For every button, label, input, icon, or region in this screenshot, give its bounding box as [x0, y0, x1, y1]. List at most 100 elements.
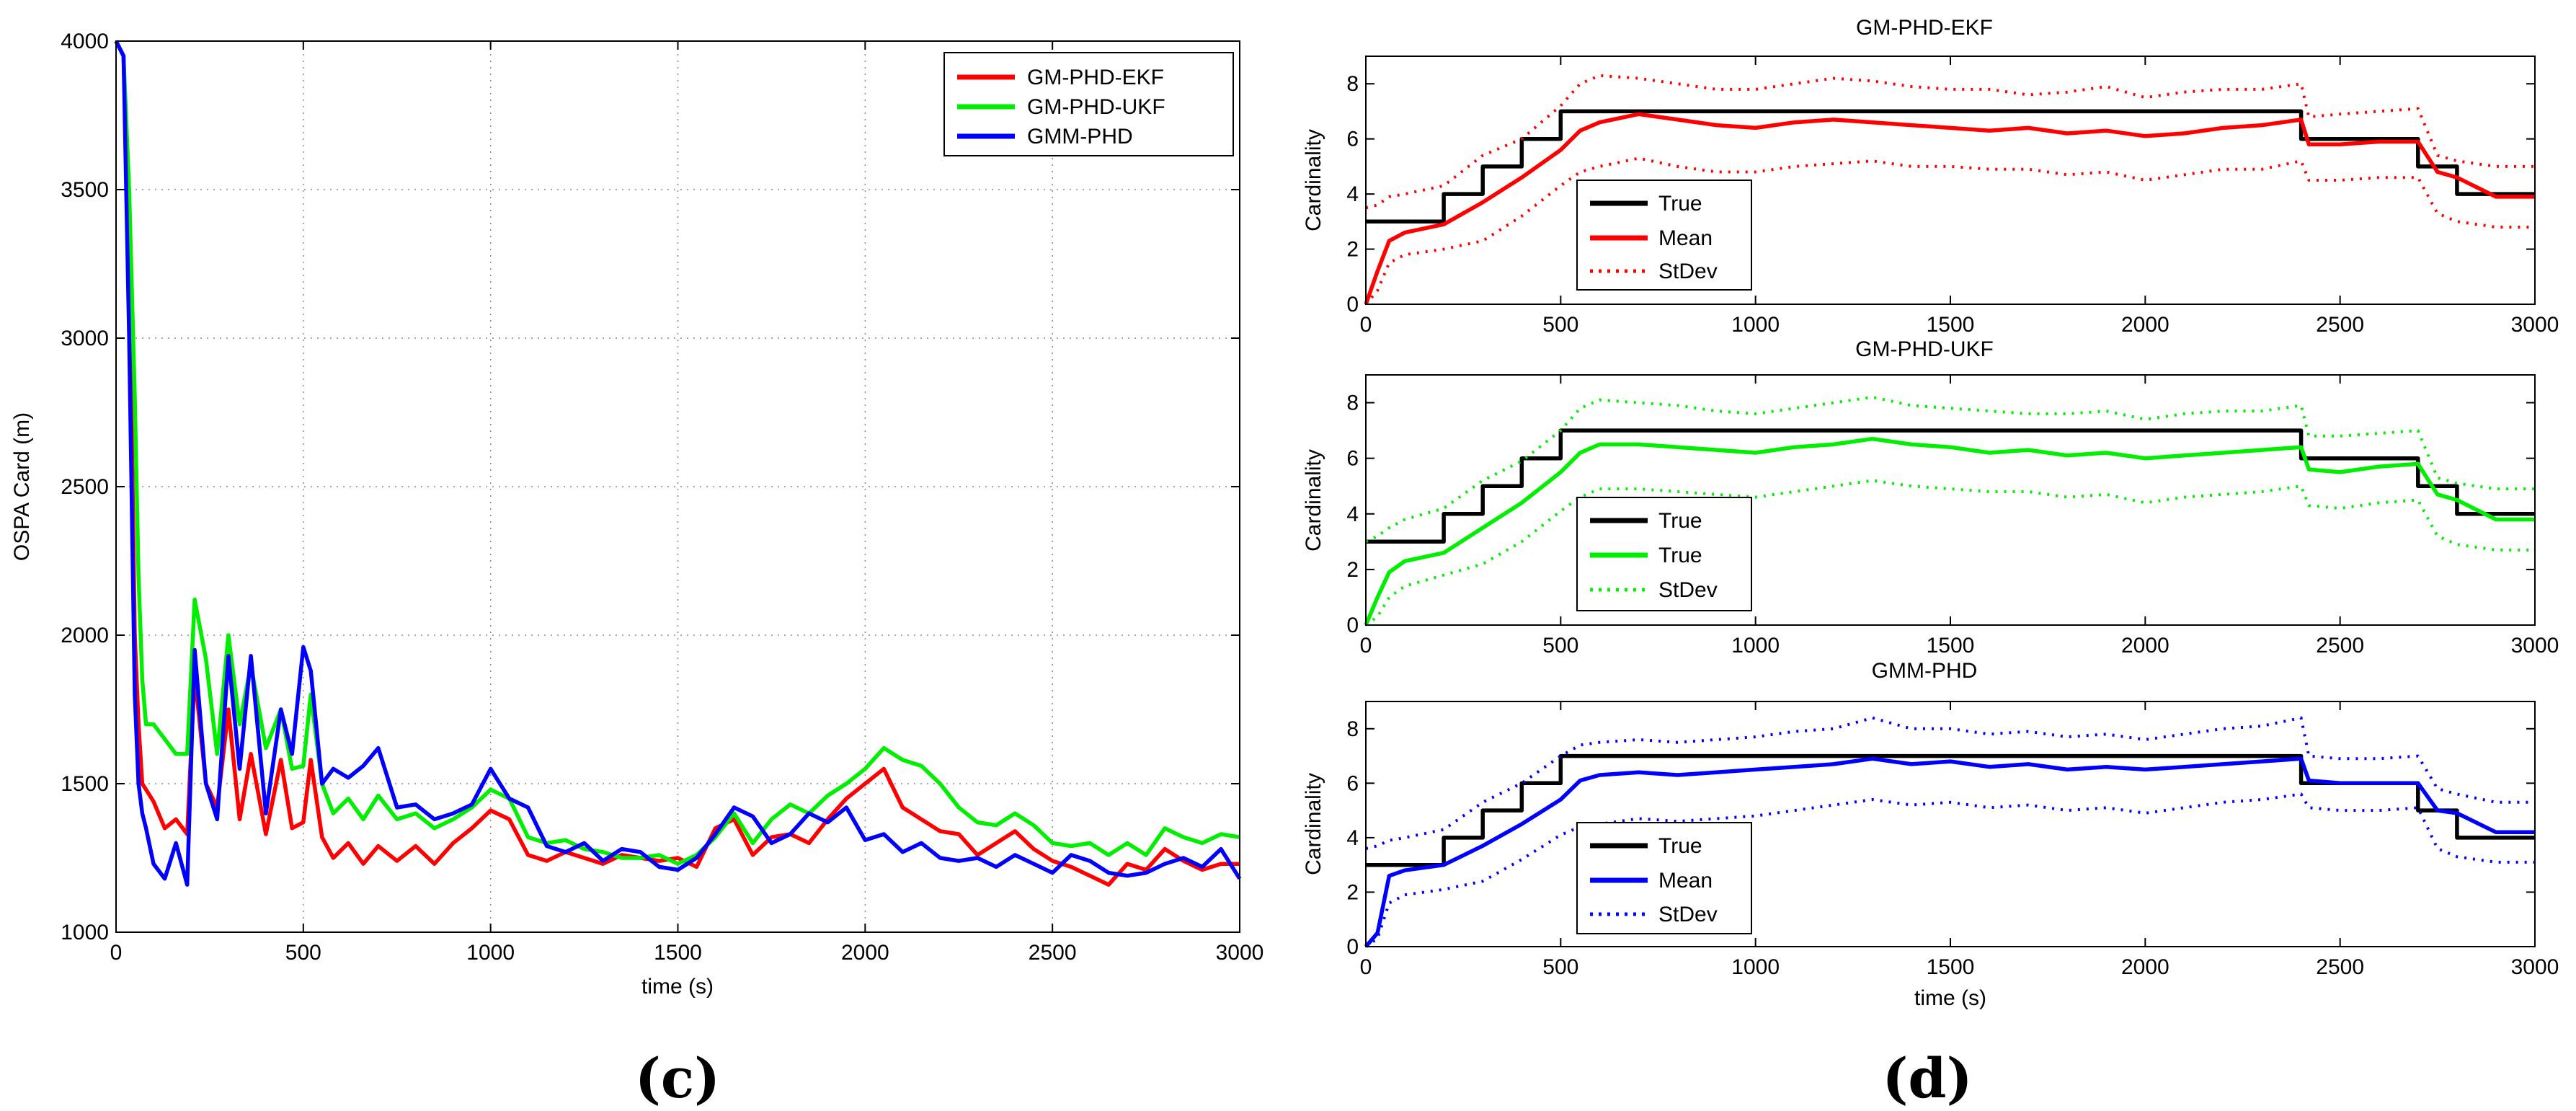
- y-tick-label: 2: [1346, 238, 1359, 262]
- legend-label-true-2: True: [1658, 544, 1702, 567]
- x-tick-label: 2000: [2121, 313, 2169, 337]
- y-axis-label: Cardinality: [1302, 449, 1325, 552]
- y-tick-label: 8: [1346, 717, 1359, 741]
- y-tick-label: 6: [1346, 771, 1359, 795]
- legend-label-true: True: [1658, 834, 1702, 858]
- y-tick-label: 1500: [61, 772, 109, 796]
- plot-area: [1366, 56, 2535, 304]
- y-tick-label: 6: [1346, 447, 1359, 471]
- x-tick-label: 1500: [1927, 634, 1975, 658]
- x-tick-label: 0: [1360, 313, 1372, 337]
- x-tick-label: 2500: [2316, 313, 2364, 337]
- series-line-stdev-dotted-3: [1364, 156, 2535, 306]
- y-tick-label: 2500: [61, 475, 109, 499]
- legend-label-true: True: [1658, 192, 1702, 216]
- legend-label-mean: Mean: [1658, 226, 1713, 250]
- legend-label-true: True: [1658, 509, 1702, 533]
- series-line-stdev-dotted-3: [1364, 792, 2535, 948]
- chart-title: GM-PHD-UKF: [1855, 337, 1994, 361]
- x-tick-label: 0: [1360, 955, 1372, 979]
- x-tick-label: 1000: [1731, 955, 1780, 979]
- chart-ospa-card: 0 500 1000 1500 2000 2500 3000 1000 1500 2000 2500…: [10, 30, 1263, 1110]
- legend-label-stdev: StDev: [1658, 260, 1718, 283]
- series-line-gmm-phd: [114, 40, 1242, 887]
- axis-ticks: 0 500 1000 1500 2000 2500 3000 0 2 4 6 8: [1346, 375, 2559, 658]
- y-tick-label: 2: [1346, 558, 1359, 582]
- y-tick-label: 2: [1346, 880, 1359, 904]
- y-tick-label: 3500: [61, 178, 109, 202]
- x-axis-label: time (s): [1914, 986, 1986, 1010]
- chart-title: GM-PHD-EKF: [1856, 16, 1993, 40]
- x-tick-label: 1000: [466, 941, 515, 965]
- x-tick-label: 1000: [1731, 634, 1780, 658]
- y-tick-label: 8: [1346, 72, 1359, 96]
- y-tick-label: 4: [1346, 826, 1359, 850]
- panel-label-d: (d): [1882, 1046, 1972, 1110]
- axis-ticks: 0 500 1000 1500 2000 2500 3000 0 2 4 6 8: [1346, 56, 2559, 337]
- x-tick-label: 2500: [2316, 634, 2364, 658]
- y-tick-label: 0: [1346, 935, 1359, 959]
- x-tick-label: 2500: [2316, 955, 2364, 979]
- legend-box: [1576, 180, 1752, 291]
- x-tick-label: 500: [285, 941, 321, 965]
- x-axis-label: time (s): [641, 975, 714, 999]
- x-tick-label: 3000: [2511, 955, 2559, 979]
- panel-label-c: (c): [635, 1046, 720, 1110]
- plot-area: [116, 41, 1240, 932]
- x-tick-label: 1500: [1927, 955, 1975, 979]
- x-tick-label: 3000: [1216, 941, 1264, 965]
- series-line-true: [1366, 109, 2535, 224]
- legend-label-mean: Mean: [1658, 869, 1713, 893]
- legend-label-gmm-phd: GMM-PHD: [1027, 125, 1133, 149]
- series-line-true: [1364, 436, 2535, 627]
- y-axis-label: Cardinality: [1302, 773, 1325, 875]
- legend: GM-PHD-EKF GM-PHD-UKF GMM-PHD: [943, 52, 1234, 156]
- y-tick-label: 6: [1346, 128, 1359, 151]
- y-tick-label: 4: [1346, 503, 1359, 526]
- legend-label-gm-phd-ukf: GM-PHD-UKF: [1027, 95, 1165, 119]
- series-group: [1364, 74, 2535, 306]
- legend: True Mean StDev: [1576, 180, 1752, 291]
- series-group: [114, 40, 1242, 887]
- x-tick-label: 2000: [841, 941, 889, 965]
- x-tick-label: 1500: [654, 941, 702, 965]
- y-tick-label: 3000: [61, 327, 109, 350]
- y-tick-label: 0: [1346, 614, 1359, 637]
- x-tick-label: 2500: [1029, 941, 1077, 965]
- y-tick-label: 1000: [61, 921, 109, 944]
- chart-title: GMM-PHD: [1872, 659, 1978, 683]
- series-line-stdev-dotted-3: [1364, 479, 2535, 627]
- series-line-true: [1366, 428, 2535, 544]
- x-tick-label: 500: [1542, 313, 1578, 337]
- series-line-mean: [1364, 112, 2535, 305]
- series-line-gm-phd-ukf: [114, 40, 1240, 866]
- x-tick-label: 2000: [2121, 955, 2169, 979]
- legend-label-gm-phd-ekf: GM-PHD-EKF: [1027, 66, 1164, 89]
- chart-cardinality-gmm: GMM-PHD 0 500 1000 1500 2000 2500 3000 0 2 4 6 8 Ca…: [1302, 659, 2559, 1110]
- x-tick-label: 1000: [1731, 313, 1780, 337]
- series-line-mean: [1364, 756, 2535, 948]
- legend-label-stdev: StDev: [1658, 903, 1718, 926]
- y-tick-label: 4000: [61, 30, 109, 53]
- y-tick-label: 2000: [61, 624, 109, 647]
- axis-ticks: 0 500 1000 1500 2000 2500 3000 0 2 4 6 8: [1346, 701, 2559, 979]
- x-tick-label: 1500: [1927, 313, 1975, 337]
- x-tick-label: 3000: [2511, 634, 2559, 658]
- y-axis-label: Cardinality: [1302, 129, 1325, 231]
- series-group: [1364, 395, 2535, 627]
- legend: True Mean StDev: [1576, 822, 1752, 934]
- y-tick-label: 8: [1346, 391, 1359, 415]
- legend: True True StDev: [1576, 497, 1752, 611]
- x-tick-label: 500: [1542, 955, 1578, 979]
- chart-cardinality-ukf: GM-PHD-UKF 0 500 1000 1500 2000 2500 3000 0 2 4 6 8…: [1302, 337, 2559, 658]
- x-tick-label: 2000: [2121, 634, 2169, 658]
- series-group: [1364, 716, 2535, 948]
- y-tick-label: 4: [1346, 182, 1359, 206]
- y-axis-label: OSPA Card (m): [10, 412, 34, 561]
- plot-area: [1366, 375, 2535, 625]
- axis-ticks: 0 500 1000 1500 2000 2500 3000 1000 1500 2000 2500…: [61, 30, 1263, 965]
- chart-cardinality-ekf: GM-PHD-EKF 0 500 1000 1500 2000 2500 3000 0 2 4 6 8…: [1302, 16, 2559, 337]
- plot-area: [1366, 701, 2535, 947]
- x-tick-label: 0: [110, 941, 123, 965]
